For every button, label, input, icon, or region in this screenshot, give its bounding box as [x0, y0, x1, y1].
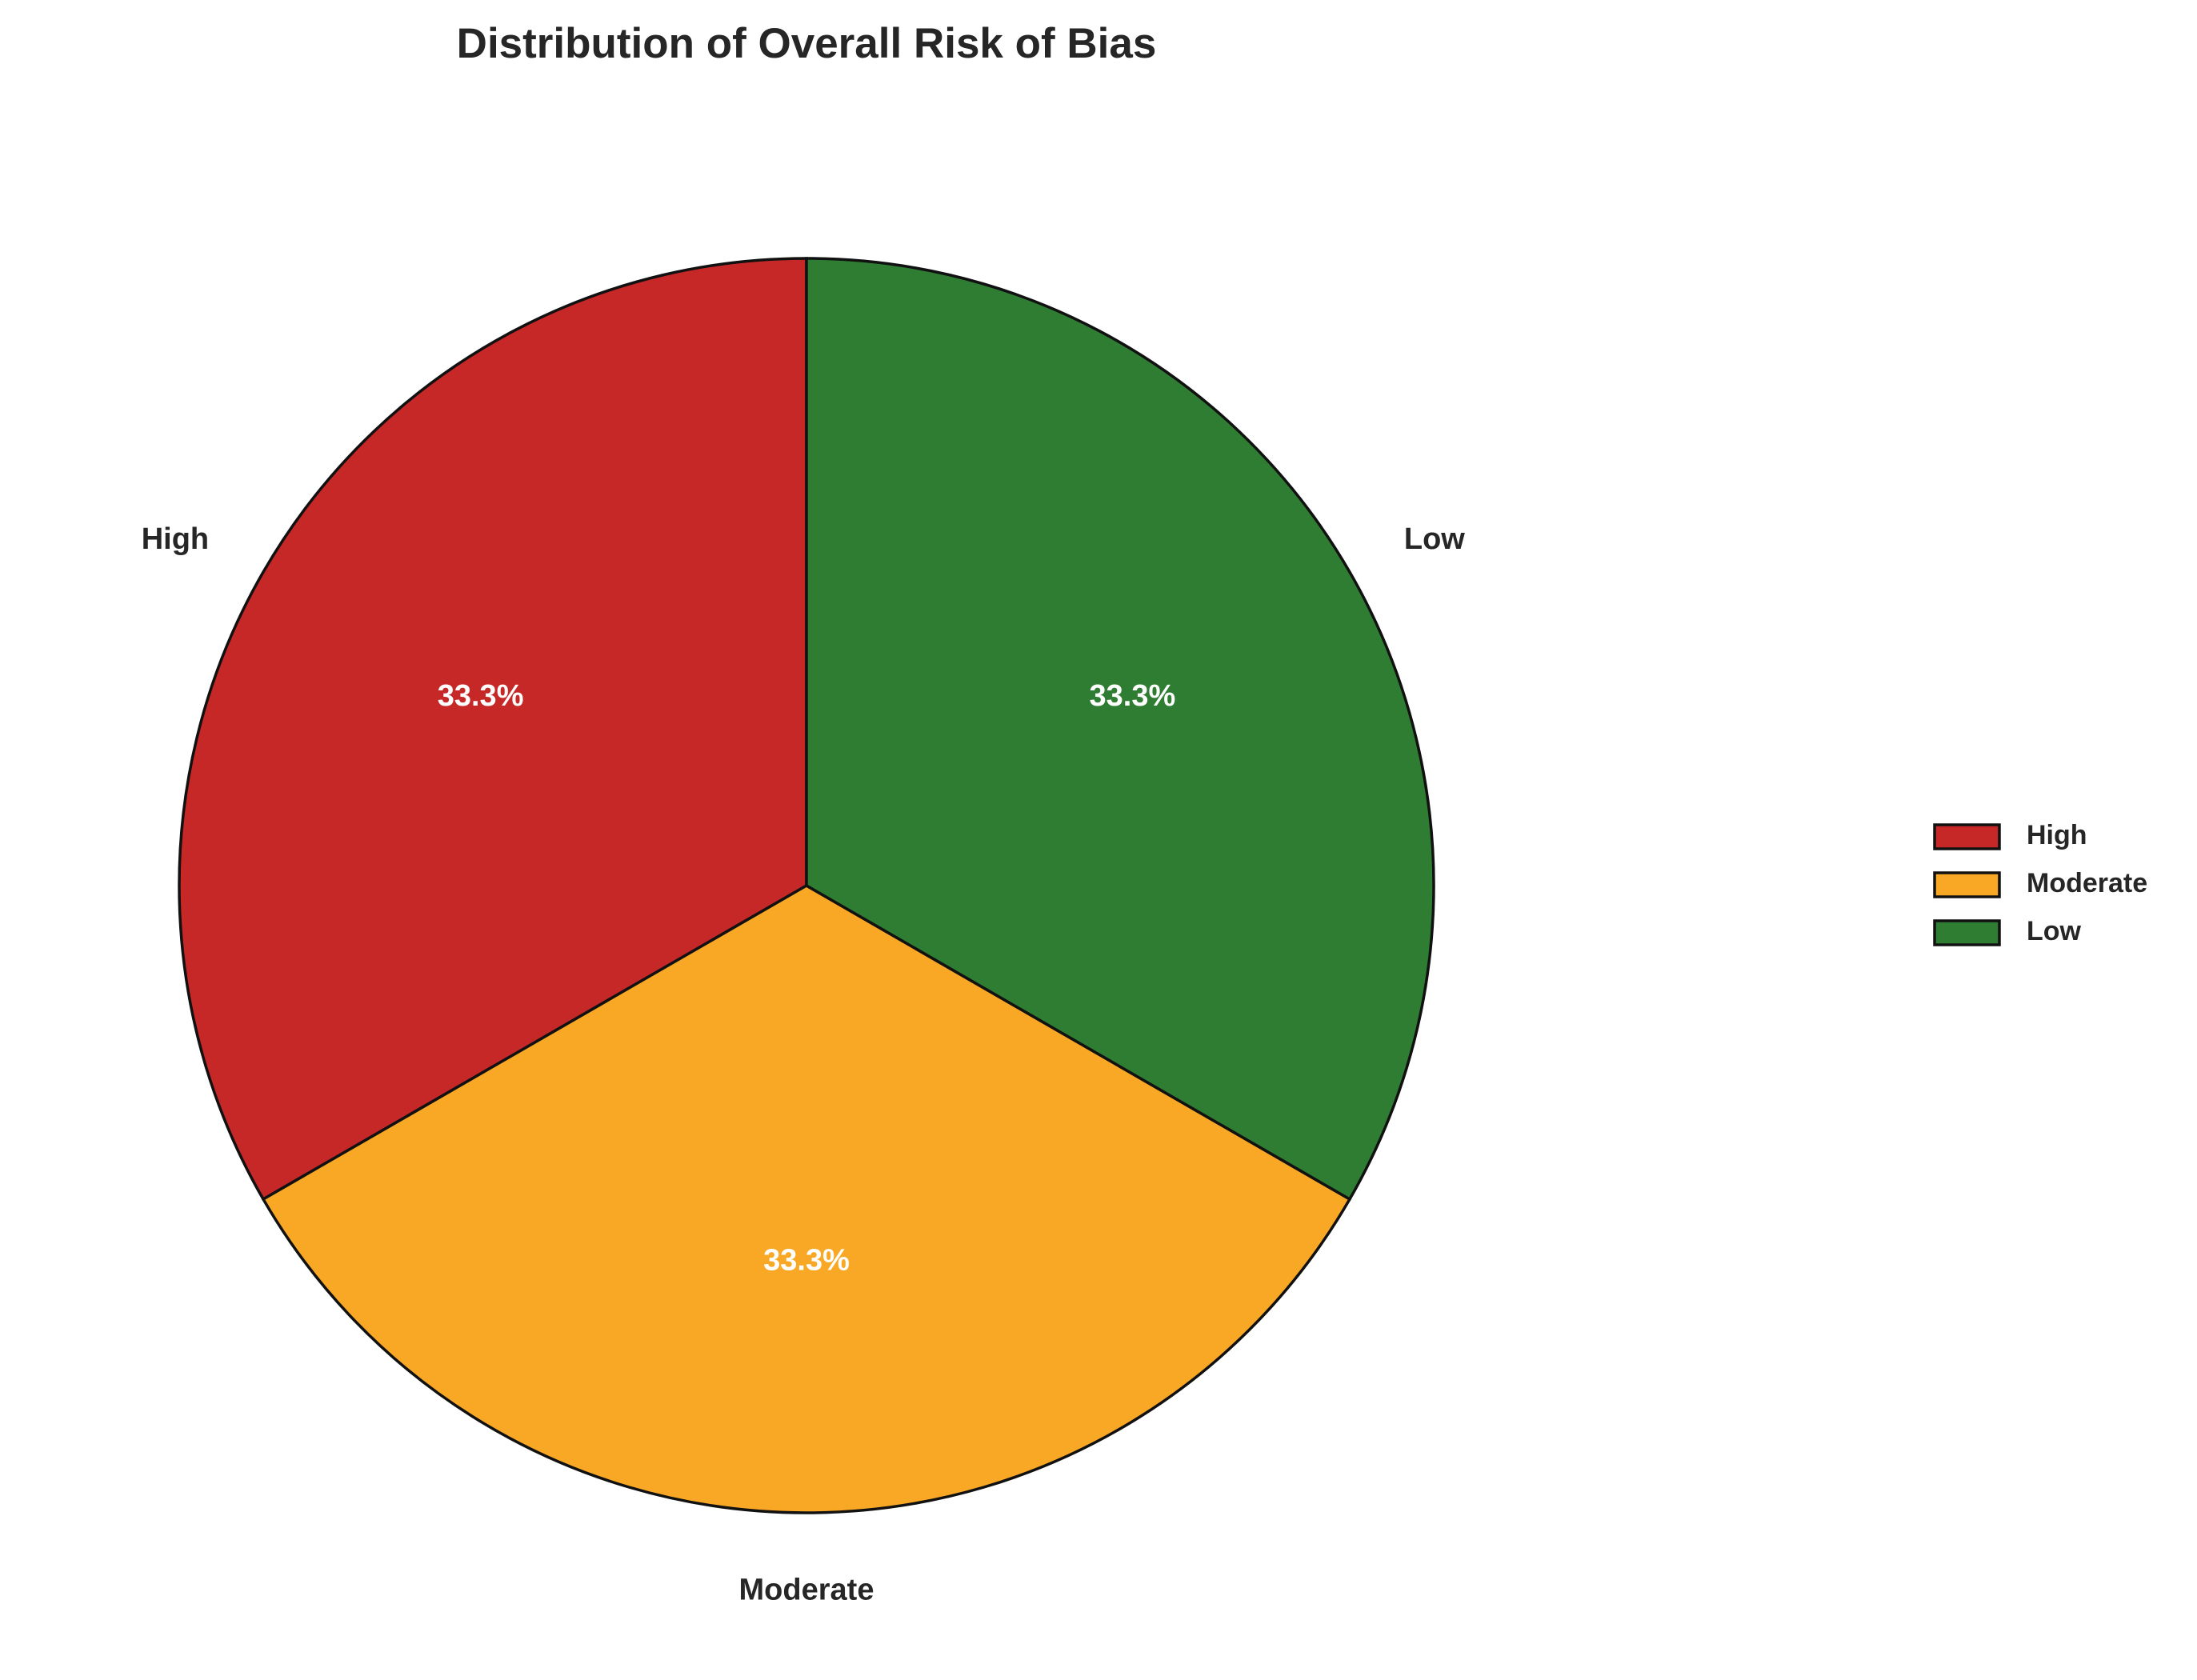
legend-swatch	[1933, 919, 2001, 946]
legend-label: Low	[2027, 916, 2082, 946]
value-label: 33.3%	[438, 679, 524, 713]
pie-wedge	[178, 257, 808, 1202]
value-label: 33.3%	[763, 1243, 850, 1277]
wedge-label: High	[142, 522, 209, 556]
value-label: 33.3%	[1090, 679, 1176, 713]
legend-label: Moderate	[2027, 868, 2147, 898]
pie-wedge	[261, 883, 1352, 1514]
wedge-label: Moderate	[739, 1573, 874, 1606]
chart-title: Distribution of Overall Risk of Bias	[457, 20, 1157, 67]
pie-wedge	[805, 257, 1435, 1202]
legend-label: High	[2027, 820, 2087, 850]
legend-swatch	[1933, 871, 2001, 898]
wedge-label: Low	[1404, 522, 1465, 556]
legend-swatch	[1933, 823, 2001, 850]
